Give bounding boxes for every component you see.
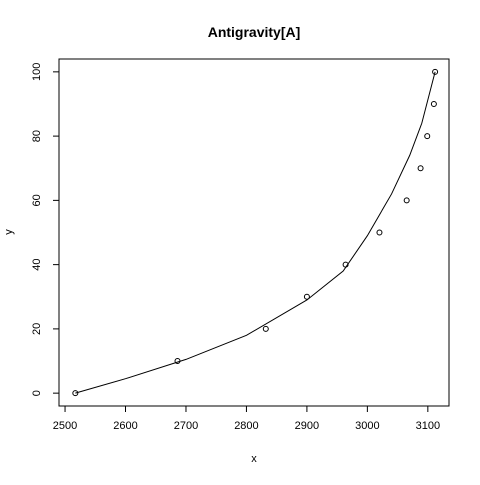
y-tick-label: 20	[31, 323, 43, 335]
y-tick-label: 0	[31, 390, 43, 396]
x-tick-label: 2500	[53, 420, 77, 432]
y-tick-label: 60	[31, 194, 43, 206]
y-tick-label: 80	[31, 130, 43, 142]
x-tick-label: 3000	[355, 420, 379, 432]
x-tick-label: 2600	[113, 420, 137, 432]
chart-title: Antigravity[A]	[208, 24, 301, 40]
y-axis-label: y	[3, 229, 15, 235]
x-tick-label: 2900	[295, 420, 319, 432]
x-tick-label: 3100	[416, 420, 440, 432]
y-tick-label: 40	[31, 259, 43, 271]
x-tick-label: 2700	[174, 420, 198, 432]
y-tick-label: 100	[31, 63, 43, 81]
x-axis-label: x	[251, 453, 257, 465]
x-tick-label: 2800	[234, 420, 258, 432]
